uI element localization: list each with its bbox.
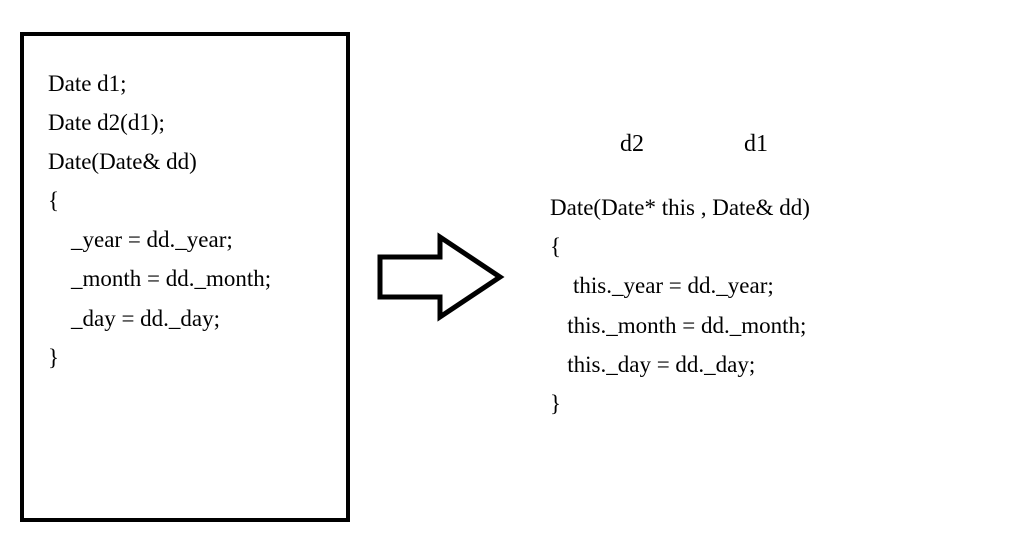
code-line: Date d1;: [48, 64, 322, 103]
code-line: _day = dd._day;: [48, 299, 322, 338]
code-line: _year = dd._year;: [48, 220, 322, 259]
right-code-panel: d2 d1 Date(Date* this , Date& dd) { this…: [530, 111, 1012, 443]
code-line: _month = dd._month;: [48, 259, 322, 298]
code-line: {: [550, 227, 1002, 266]
right-code-block: Date(Date* this , Date& dd) { this._year…: [540, 188, 1002, 423]
code-line: {: [48, 181, 322, 220]
header-label-d1: d1: [744, 131, 768, 158]
code-line: this._day = dd._day;: [550, 345, 1002, 384]
code-line: Date(Date* this , Date& dd): [550, 188, 1002, 227]
code-line: this._month = dd._month;: [550, 306, 1002, 345]
arrow-container: [360, 227, 520, 327]
code-line: this._year = dd._year;: [550, 266, 1002, 305]
right-arrow-icon: [370, 227, 510, 327]
code-line: }: [550, 384, 1002, 423]
code-line: }: [48, 338, 322, 377]
left-code-panel: Date d1; Date d2(d1); Date(Date& dd) { _…: [20, 32, 350, 522]
right-header: d2 d1: [540, 131, 1002, 158]
header-label-d2: d2: [620, 131, 644, 158]
code-line: Date d2(d1);: [48, 103, 322, 142]
code-line: Date(Date& dd): [48, 142, 322, 181]
diagram-container: Date d1; Date d2(d1); Date(Date& dd) { _…: [0, 0, 1032, 554]
